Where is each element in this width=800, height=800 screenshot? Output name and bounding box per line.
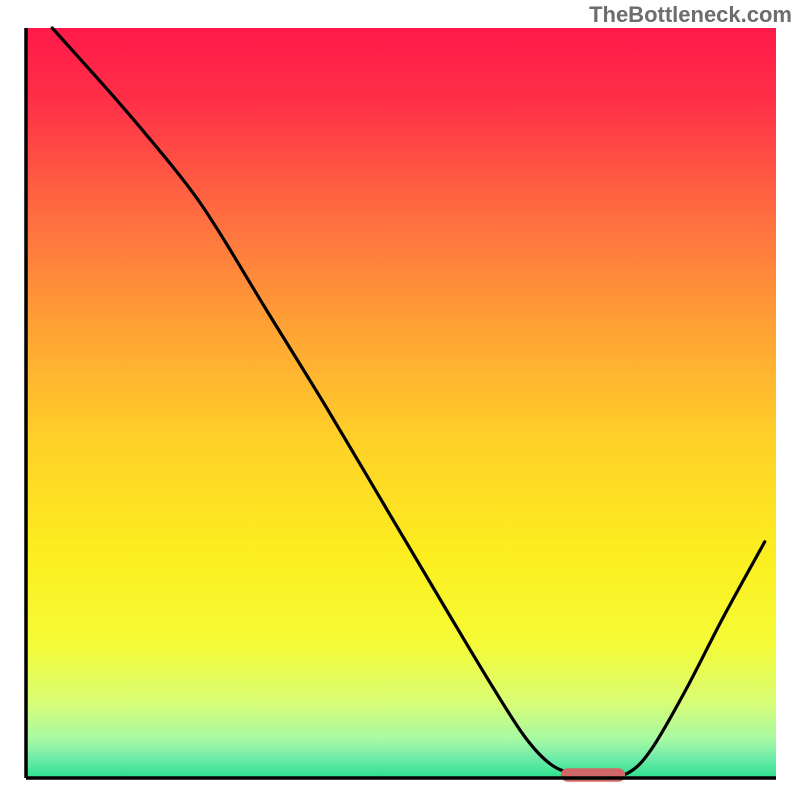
chart-canvas [0, 0, 800, 800]
watermark-label: TheBottleneck.com [589, 2, 792, 28]
bottleneck-chart: TheBottleneck.com [0, 0, 800, 800]
gradient-background [26, 28, 776, 778]
